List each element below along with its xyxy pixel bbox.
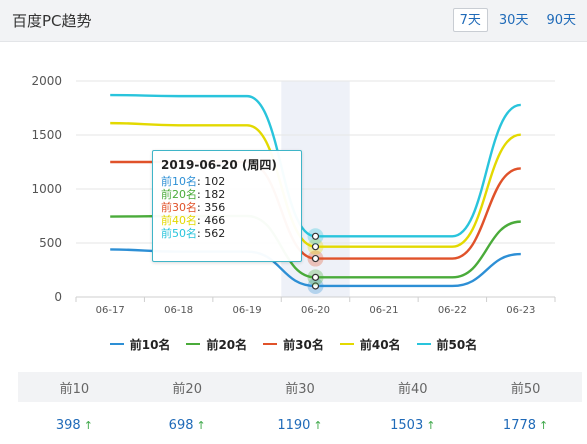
legend-item[interactable]: 前50名 xyxy=(416,332,478,356)
tooltip-row: 前20名: 182 xyxy=(161,188,226,201)
tooltip-label: 前30名 xyxy=(161,201,197,214)
trend-chart-svg: 0 500 1000 1500 2000 06-17 06-18 06-19 06-20 06-2… xyxy=(31,74,556,316)
x-tick-label: 06-23 xyxy=(506,305,535,316)
x-tick-label: 06-19 xyxy=(233,305,262,316)
legend-item[interactable]: 前40名 xyxy=(339,332,401,356)
x-tick-label: 06-18 xyxy=(164,305,193,316)
stats-header: 前20 xyxy=(172,381,202,397)
stats-cell: 1503 ↑ xyxy=(356,414,469,433)
tooltip-label: 前40名 xyxy=(161,214,197,227)
tooltip-row: 前50名: 562 xyxy=(161,227,226,240)
legend-swatch xyxy=(263,343,278,345)
data-point xyxy=(311,282,320,290)
stats-value[interactable]: 398 xyxy=(55,417,81,433)
stats-value[interactable]: 1503 xyxy=(390,417,424,433)
stats-cell: 698 ↑ xyxy=(131,414,244,433)
stats-value[interactable]: 698 xyxy=(168,417,194,433)
stats-cell: 1778 ↑ xyxy=(469,414,582,433)
legend-label: 前10名 xyxy=(129,337,171,352)
tooltip-row: 前30名: 356 xyxy=(161,201,226,214)
tooltip-value: 182 xyxy=(204,188,226,201)
y-tick-label: 2000 xyxy=(31,74,62,88)
up-arrow-icon: ↑ xyxy=(196,418,206,432)
stats-cell: 398 ↑ xyxy=(18,414,131,433)
tooltip-row: 前10名: 102 xyxy=(161,175,226,188)
x-tick-label: 06-17 xyxy=(96,305,125,316)
range-tab-30d[interactable]: 30天 xyxy=(498,13,529,28)
x-tick-label: 06-22 xyxy=(438,305,467,316)
data-point xyxy=(311,273,320,281)
legend-swatch xyxy=(339,343,354,345)
tooltip-date: 2019-06-20 (周四) xyxy=(161,158,277,172)
stats-value-row: 398 ↑ 698 ↑ 1190 ↑ 1503 ↑ 1778 ↑ xyxy=(18,402,582,444)
stats-value[interactable]: 1190 xyxy=(277,417,311,433)
y-tick-label: 500 xyxy=(39,236,62,250)
chart-header: 百度PC趋势 7天 30天 90天 xyxy=(0,0,587,42)
legend-item[interactable]: 前10名 xyxy=(109,332,171,356)
chart-tooltip: 2019-06-20 (周四) 前10名: 102 前20名: 182 前30名… xyxy=(152,150,302,262)
legend-label: 前30名 xyxy=(283,337,324,352)
stats-cell: 1190 ↑ xyxy=(244,414,357,433)
range-tabs: 7天 30天 90天 xyxy=(452,8,583,32)
tooltip-row: 前40名: 466 xyxy=(161,214,226,227)
tooltip-value: 356 xyxy=(204,201,226,214)
y-tick-label: 0 xyxy=(54,290,62,304)
data-point xyxy=(311,254,320,263)
trend-chart: 0 500 1000 1500 2000 06-17 06-18 06-19 06-20 06-2… xyxy=(0,42,587,360)
tooltip-value: 102 xyxy=(204,175,226,188)
data-point xyxy=(311,232,320,240)
legend-label: 前40名 xyxy=(359,337,401,352)
up-arrow-icon: ↑ xyxy=(313,418,323,432)
tooltip-label: 前50名 xyxy=(161,227,197,240)
legend-swatch xyxy=(416,343,431,345)
stats-header: 前10 xyxy=(59,381,90,397)
legend-label: 前50名 xyxy=(436,337,478,352)
range-tab-90d[interactable]: 90天 xyxy=(546,13,576,28)
data-point xyxy=(311,243,320,251)
stats-table: 前10 前20 前30 前40 前50 398 ↑ 698 ↑ 1190 ↑ 1503… xyxy=(18,372,582,444)
x-tick-label: 06-20 xyxy=(301,305,330,316)
tooltip-value: 562 xyxy=(204,227,226,240)
legend-swatch xyxy=(109,343,124,345)
stats-header: 前50 xyxy=(510,381,541,397)
up-arrow-icon: ↑ xyxy=(83,418,93,432)
up-arrow-icon: ↑ xyxy=(539,418,549,432)
legend-item[interactable]: 前30名 xyxy=(263,332,324,356)
legend-label: 前20名 xyxy=(206,337,248,352)
legend-swatch xyxy=(186,343,201,345)
x-tick-label: 06-21 xyxy=(369,305,398,316)
up-arrow-icon: ↑ xyxy=(426,418,436,432)
legend-item[interactable]: 前20名 xyxy=(186,332,247,356)
stats-header-row: 前10 前20 前30 前40 前50 xyxy=(18,372,582,402)
stats-header: 前40 xyxy=(398,381,428,397)
chart-legend: 前10名 前20名 前30名 前40名 前50名 xyxy=(0,332,587,356)
tooltip-label: 前20名 xyxy=(161,188,197,201)
stats-header: 前30 xyxy=(285,381,315,397)
tooltip-label: 前10名 xyxy=(161,175,197,188)
y-tick-label: 1000 xyxy=(31,182,62,196)
stats-value[interactable]: 1778 xyxy=(502,417,537,433)
y-tick-label: 1500 xyxy=(31,128,62,142)
range-tab-7d[interactable]: 7天 xyxy=(452,8,488,32)
chart-title: 百度PC趋势 xyxy=(12,12,92,30)
tooltip-value: 466 xyxy=(204,214,226,227)
